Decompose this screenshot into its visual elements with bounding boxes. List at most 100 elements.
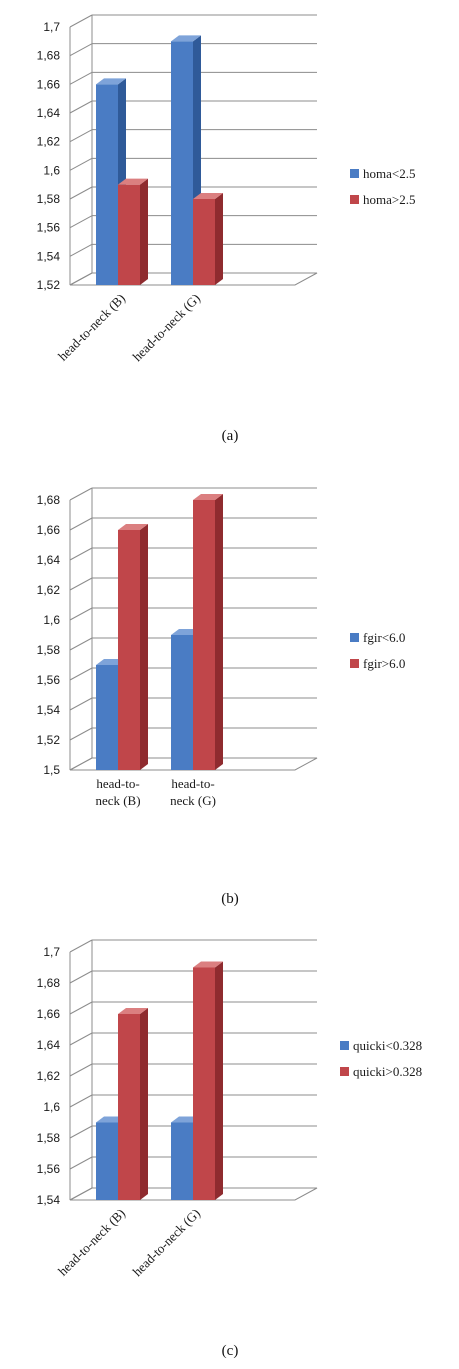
bar-side xyxy=(140,1008,148,1200)
bar-fgir60-1 xyxy=(193,494,223,770)
bar-top xyxy=(96,78,126,85)
y-tick-label: 1,7 xyxy=(43,945,60,959)
chart-2: 1,54 1,56 1,58 1,6 1,62 1,64 1,66 1,68 1,7 head-t… xyxy=(37,939,422,1359)
gridline-depth xyxy=(69,186,93,200)
legend-swatch xyxy=(350,169,359,178)
legend-label: fgir<6.0 xyxy=(363,630,405,645)
gridline-depth xyxy=(69,157,93,171)
y-tick-label: 1,58 xyxy=(37,192,61,206)
bar-top xyxy=(193,193,223,199)
y-tick-label: 1,62 xyxy=(37,583,61,597)
y-tick-label: 1,62 xyxy=(37,135,61,149)
bar-homa25-1 xyxy=(193,193,223,285)
bar-side xyxy=(140,524,148,770)
y-tick-label: 1,58 xyxy=(37,1131,61,1145)
y-tick-label: 1,64 xyxy=(37,106,61,120)
gridline-depth xyxy=(69,487,93,501)
y-tick-label: 1,68 xyxy=(37,976,61,990)
y-tick-label: 1,6 xyxy=(43,1100,60,1114)
legend-label: quicki>0.328 xyxy=(353,1064,422,1079)
y-tick-label: 1,66 xyxy=(37,523,61,537)
bar-side xyxy=(215,193,223,285)
legend-label: quicki<0.328 xyxy=(353,1038,422,1053)
bar-fgir60-0 xyxy=(118,524,148,770)
legend-label: homa<2.5 xyxy=(363,166,415,181)
y-tick-label: 1,66 xyxy=(37,1007,61,1021)
gridline-depth xyxy=(69,100,93,114)
bar-quicki0328-0 xyxy=(118,1008,148,1200)
y-tick-label: 1,7 xyxy=(43,20,60,34)
figure-caption: (b) xyxy=(221,891,239,907)
y-tick-label: 1,66 xyxy=(37,77,61,91)
y-tick-label: 1,5 xyxy=(43,763,60,777)
gridline-depth xyxy=(69,637,93,651)
x-category-label: head-to-neck (B) xyxy=(95,776,140,808)
y-tick-label: 1,62 xyxy=(37,1069,61,1083)
bar-side xyxy=(215,961,223,1200)
legend-swatch xyxy=(350,633,359,642)
y-tick-label: 1,54 xyxy=(37,249,61,263)
x-category-label: head-to-neck (G) xyxy=(170,776,216,808)
bar-front xyxy=(96,1122,118,1200)
y-tick-label: 1,64 xyxy=(37,1038,61,1052)
bar-side xyxy=(140,178,148,285)
y-tick-label: 1,6 xyxy=(43,163,60,177)
y-tick-label: 1,68 xyxy=(37,493,61,507)
gridline-depth xyxy=(69,939,93,953)
floor xyxy=(69,272,318,286)
gridline-depth xyxy=(69,697,93,711)
gridline-depth xyxy=(69,1001,93,1015)
bar-front xyxy=(171,635,193,770)
bar-front xyxy=(96,665,118,770)
gridline-depth xyxy=(69,71,93,85)
x-category-label: head-to-neck (G) xyxy=(129,1206,203,1280)
y-tick-label: 1,64 xyxy=(37,553,61,567)
y-tick-label: 1,56 xyxy=(37,221,61,235)
floor xyxy=(69,1187,318,1201)
legend-swatch xyxy=(340,1067,349,1076)
legend-swatch xyxy=(350,659,359,668)
gridline-depth xyxy=(69,1063,93,1077)
bar-homa25-0 xyxy=(118,178,148,285)
gridline-depth xyxy=(69,1125,93,1139)
legend-label: fgir>6.0 xyxy=(363,656,405,671)
bar-top xyxy=(118,1008,148,1014)
y-tick-label: 1,6 xyxy=(43,613,60,627)
chart-1: 1,5 1,52 1,54 1,56 1,58 1,6 1,62 1,64 1,66 1,68 he… xyxy=(37,487,405,907)
gridline-depth xyxy=(69,607,93,621)
legend-swatch xyxy=(340,1041,349,1050)
x-category-label: head-to-neck (G) xyxy=(129,291,203,365)
bar-front xyxy=(193,500,215,770)
gridline-depth xyxy=(69,727,93,741)
gridline-depth xyxy=(69,215,93,229)
gridline-depth xyxy=(69,667,93,681)
y-tick-label: 1,68 xyxy=(37,49,61,63)
gridline-depth xyxy=(69,970,93,984)
gridline-depth xyxy=(69,1094,93,1108)
figure-caption: (a) xyxy=(222,428,239,444)
bar-top xyxy=(118,524,148,530)
bar-top xyxy=(118,178,148,185)
bar-top xyxy=(171,35,201,42)
bar-front xyxy=(96,84,118,285)
bar-front xyxy=(193,199,215,285)
legend-label: homa>2.5 xyxy=(363,192,415,207)
bar-top xyxy=(193,961,223,968)
bar-front xyxy=(171,1122,193,1200)
gridline-depth xyxy=(69,517,93,531)
gridline-depth xyxy=(69,14,93,28)
gridline-depth xyxy=(69,577,93,591)
y-tick-label: 1,56 xyxy=(37,1162,61,1176)
gridline-depth xyxy=(69,129,93,143)
gridline-depth xyxy=(69,43,93,57)
chart-0: 1,52 1,54 1,56 1,58 1,6 1,62 1,64 1,66 1,68 1,7 he… xyxy=(37,14,415,444)
bar-front xyxy=(193,967,215,1200)
bar-front xyxy=(118,184,140,285)
y-tick-label: 1,52 xyxy=(37,278,61,292)
x-category-label: head-to-neck (B) xyxy=(55,291,128,364)
bar-front xyxy=(118,1014,140,1200)
legend-swatch xyxy=(350,195,359,204)
floor xyxy=(69,757,318,771)
bar-front xyxy=(118,530,140,770)
gridline-depth xyxy=(69,1156,93,1170)
